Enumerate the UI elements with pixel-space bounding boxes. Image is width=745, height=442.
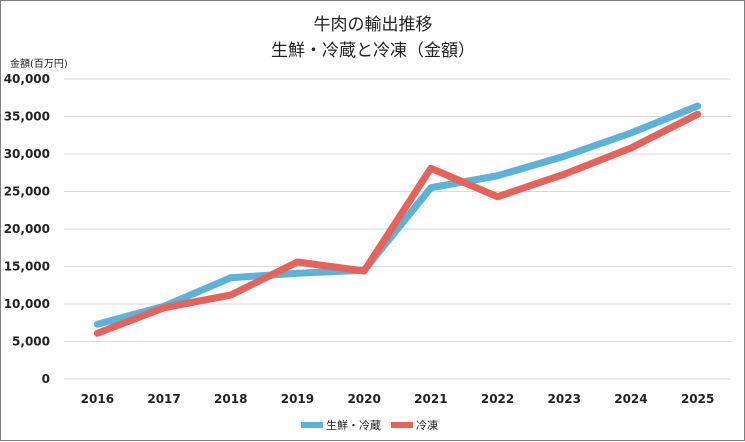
y-tick-label: 10,000 [4,297,50,311]
x-tick-label: 2019 [281,392,314,406]
x-tick-label: 2017 [147,392,180,406]
chart-title-line1: 牛肉の輸出推移 [314,15,433,35]
legend-label: 生鮮・冷蔵 [326,418,381,432]
y-tick-label: 5,000 [12,335,50,349]
x-tick-label: 2020 [347,392,380,406]
y-tick-label: 0 [42,372,50,386]
y-tick-label: 35,000 [4,110,50,124]
y-tick-label: 30,000 [4,147,50,161]
chart-title-line2: 生鮮・冷蔵と冷凍（金額） [271,41,475,61]
x-tick-label: 2021 [414,392,447,406]
x-tick-label: 2018 [214,392,247,406]
x-tick-label: 2022 [481,392,514,406]
y-tick-label: 15,000 [4,260,50,274]
legend-label: 冷凍 [416,419,438,432]
x-tick-label: 2016 [81,392,114,406]
x-tick-label: 2025 [681,392,714,406]
y-tick-label: 40,000 [4,72,50,86]
y-axis-label: 金額(百万円) [10,57,68,70]
series-line-1 [97,114,697,333]
y-tick-label: 25,000 [4,185,50,199]
x-tick-label: 2024 [614,392,647,406]
y-tick-label: 20,000 [4,222,50,236]
x-tick-label: 2023 [548,392,581,406]
